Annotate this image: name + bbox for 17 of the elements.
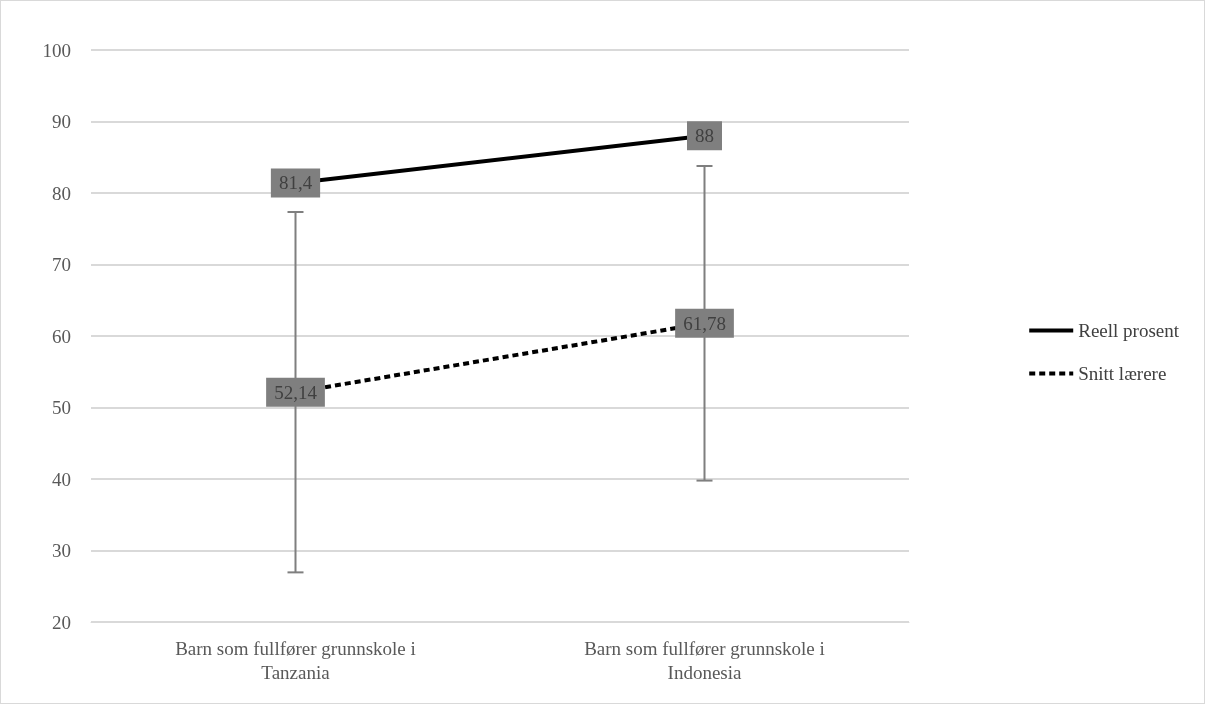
data-label: 52,14: [274, 381, 318, 403]
y-tick-label: 90: [52, 111, 71, 132]
y-tick-label: 20: [52, 611, 71, 633]
y-tick-label: 40: [52, 468, 71, 490]
y-tick-label: 70: [52, 254, 71, 275]
data-label: 81,4: [278, 172, 313, 194]
y-tick-label: 80: [52, 182, 71, 204]
legend-label: Snitt lærere: [1078, 363, 1167, 384]
x-tick-label: Barn som fullfører grunnskole i Tanzania: [175, 637, 416, 683]
data-label: 88: [695, 125, 714, 147]
legend-label: Reell prosent: [1078, 320, 1180, 341]
y-tick-label: 30: [52, 540, 71, 561]
y-tick-label: 60: [52, 325, 71, 347]
data-label: 61,78: [683, 312, 726, 334]
y-tick-label: 100: [42, 39, 71, 61]
y-tick-label: 50: [52, 397, 71, 418]
x-tick-label: Barn som fullfører grunnskole i Indonesia: [584, 637, 825, 683]
